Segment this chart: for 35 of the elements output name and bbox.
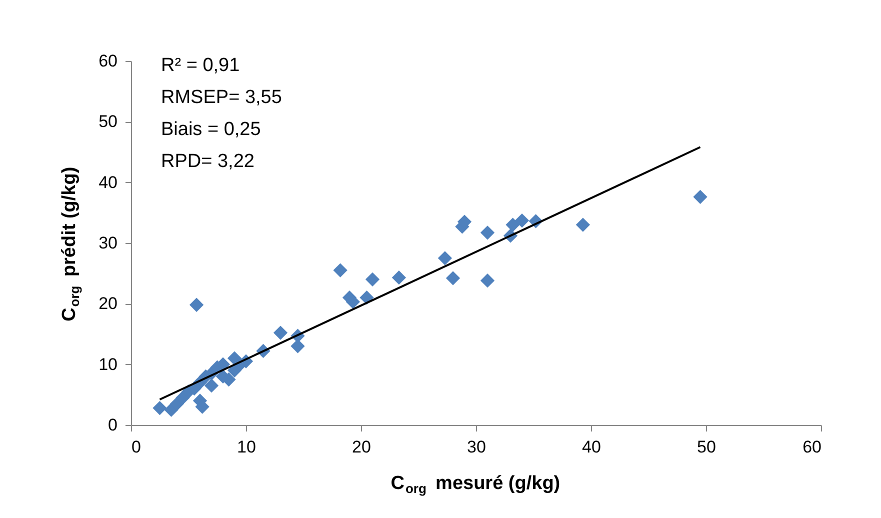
point — [576, 218, 590, 232]
x-tick-label: 20 — [352, 438, 371, 456]
x-tick-label: 10 — [237, 438, 256, 456]
point — [693, 190, 708, 204]
point — [480, 226, 495, 240]
y-tick-label: 10 — [98, 354, 118, 374]
x-tick-label: 40 — [582, 438, 601, 456]
point — [446, 271, 460, 286]
point — [152, 400, 167, 416]
point — [273, 326, 288, 340]
point — [189, 298, 204, 312]
annotation: RMSEP= 3,55 — [161, 87, 282, 108]
point — [365, 272, 380, 286]
point — [506, 218, 520, 232]
point — [480, 274, 495, 288]
y-tick-label: 30 — [98, 234, 118, 252]
x-tick-label: 0 — [132, 438, 141, 456]
x-tick-label: 60 — [802, 438, 822, 456]
annotation: RPD= 3,22 — [161, 151, 254, 172]
annotation: Biais = 0,25 — [161, 119, 261, 140]
point — [333, 263, 348, 278]
point — [438, 251, 452, 266]
point — [290, 339, 305, 354]
x-tick-label: 50 — [697, 438, 716, 456]
point — [392, 270, 406, 285]
point — [204, 378, 219, 393]
x-tick-label: 30 — [467, 438, 486, 456]
y-tick-label: 0 — [108, 416, 118, 434]
y-tick-label: 50 — [98, 112, 118, 132]
annotation: R² = 0,91 — [161, 55, 240, 76]
y-tick-label: 40 — [98, 172, 118, 192]
y-tick-label: 20 — [98, 294, 118, 314]
point — [514, 213, 530, 228]
y-tick-label: 60 — [98, 52, 118, 70]
y-axis-title: Corg prédit (g/kg) — [59, 166, 82, 322]
